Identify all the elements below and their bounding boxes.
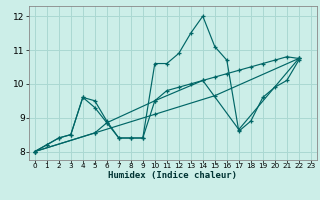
X-axis label: Humidex (Indice chaleur): Humidex (Indice chaleur) (108, 171, 237, 180)
